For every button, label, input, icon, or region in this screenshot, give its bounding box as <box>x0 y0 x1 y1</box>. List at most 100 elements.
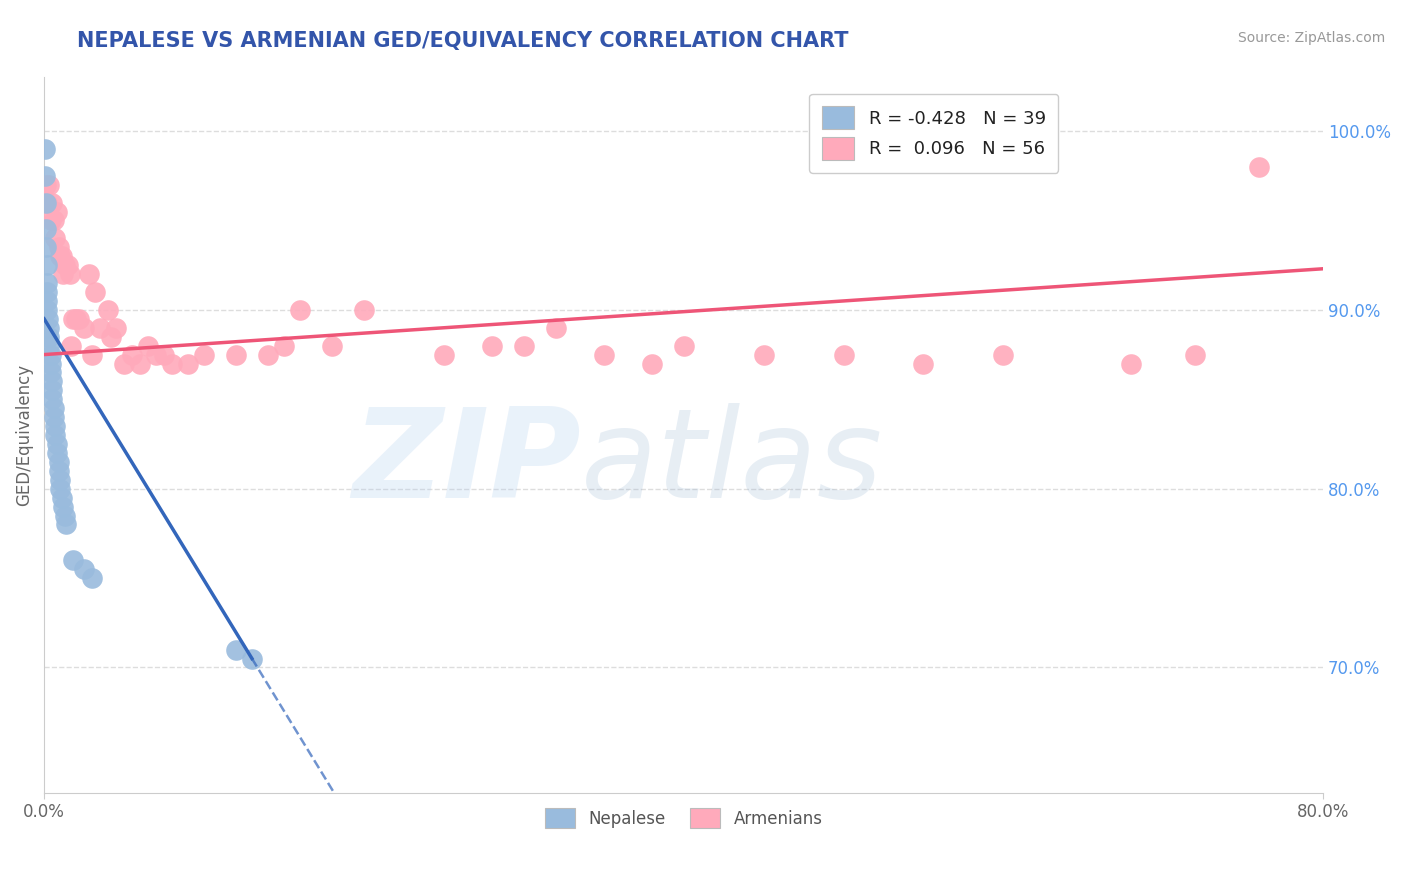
Point <box>38 329 60 343</box>
Point <box>225 348 247 362</box>
Point <box>288 302 311 317</box>
Point <box>105 320 128 334</box>
Point <box>993 348 1015 362</box>
Point <box>41 375 63 389</box>
Point <box>89 320 111 334</box>
Point <box>49 473 72 487</box>
Point <box>53 258 76 272</box>
Point <box>45 437 67 451</box>
Point <box>177 357 200 371</box>
Point <box>752 348 775 362</box>
Point <box>121 348 143 362</box>
Point <box>832 348 855 362</box>
Text: NEPALESE VS ARMENIAN GED/EQUIVALENCY CORRELATION CHART: NEPALESE VS ARMENIAN GED/EQUIVALENCY COR… <box>77 31 849 51</box>
Point <box>37 285 59 299</box>
Text: ZIP: ZIP <box>353 403 581 524</box>
Point <box>41 195 63 210</box>
Point <box>55 517 77 532</box>
Point <box>129 357 152 371</box>
Point <box>42 213 65 227</box>
Point <box>48 240 70 254</box>
Point <box>51 491 73 505</box>
Point <box>433 348 456 362</box>
Point <box>53 508 76 523</box>
Legend: Nepalese, Armenians: Nepalese, Armenians <box>538 802 830 834</box>
Point <box>51 249 73 263</box>
Point <box>136 338 159 352</box>
Y-axis label: GED/Equivalency: GED/Equivalency <box>15 364 32 506</box>
Point <box>42 410 65 425</box>
Point <box>35 258 58 272</box>
Point <box>48 455 70 469</box>
Point <box>67 311 90 326</box>
Point <box>145 348 167 362</box>
Point <box>35 222 58 236</box>
Point <box>97 302 120 317</box>
Point <box>544 320 567 334</box>
Point <box>39 366 62 380</box>
Point <box>912 357 935 371</box>
Point <box>353 302 375 317</box>
Point <box>42 401 65 416</box>
Point <box>100 329 122 343</box>
Point <box>640 357 662 371</box>
Point <box>84 285 107 299</box>
Point <box>49 482 72 496</box>
Point <box>38 320 60 334</box>
Point <box>62 553 84 567</box>
Point <box>59 267 82 281</box>
Point <box>37 293 59 308</box>
Point <box>35 240 58 254</box>
Point <box>80 348 103 362</box>
Point <box>225 642 247 657</box>
Point <box>45 204 67 219</box>
Point <box>38 338 60 352</box>
Point <box>73 562 96 576</box>
Point <box>37 195 59 210</box>
Point <box>41 384 63 398</box>
Point <box>73 320 96 334</box>
Point <box>37 311 59 326</box>
Text: Source: ZipAtlas.com: Source: ZipAtlas.com <box>1237 31 1385 45</box>
Point <box>48 464 70 478</box>
Point <box>112 357 135 371</box>
Point <box>65 311 87 326</box>
Point <box>592 348 614 362</box>
Point <box>45 446 67 460</box>
Point <box>39 348 62 362</box>
Point <box>193 348 215 362</box>
Point <box>34 169 56 183</box>
Point <box>1249 160 1271 174</box>
Point <box>39 213 62 227</box>
Point <box>60 338 83 352</box>
Point <box>273 338 295 352</box>
Point <box>35 178 58 192</box>
Point <box>62 311 84 326</box>
Text: atlas: atlas <box>581 403 883 524</box>
Point <box>80 571 103 585</box>
Point <box>44 231 66 245</box>
Point <box>77 267 100 281</box>
Point <box>672 338 695 352</box>
Point <box>153 348 176 362</box>
Point <box>481 338 503 352</box>
Point <box>39 357 62 371</box>
Point <box>44 419 66 434</box>
Point <box>41 392 63 407</box>
Point <box>257 348 280 362</box>
Point <box>52 267 75 281</box>
Point <box>35 276 58 290</box>
Point <box>37 302 59 317</box>
Point <box>49 249 72 263</box>
Point <box>35 195 58 210</box>
Point <box>56 258 79 272</box>
Point <box>240 651 263 665</box>
Point <box>1184 348 1206 362</box>
Point <box>44 428 66 442</box>
Point <box>1121 357 1143 371</box>
Point <box>38 178 60 192</box>
Point <box>34 142 56 156</box>
Point <box>513 338 536 352</box>
Point <box>321 338 343 352</box>
Point <box>160 357 183 371</box>
